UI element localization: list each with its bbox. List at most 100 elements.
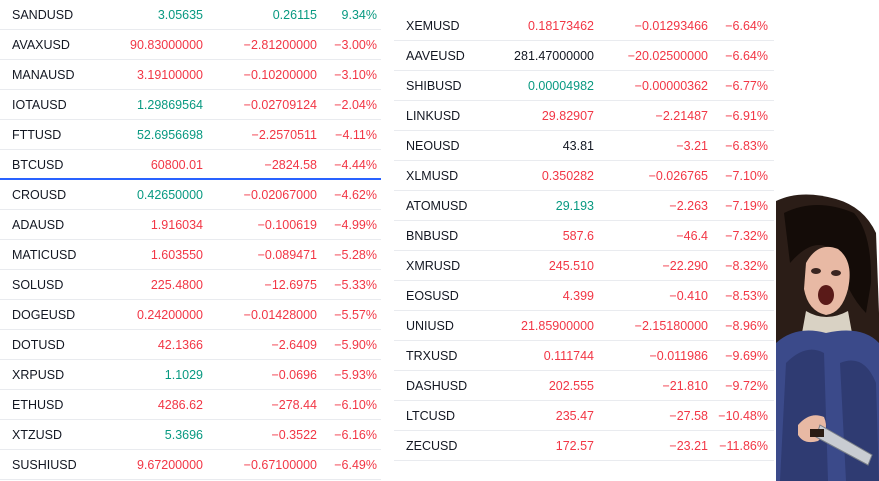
- watchlist-row-uniusd[interactable]: UNIUSD 21.85900000 −2.15180000 −8.96%: [394, 311, 774, 341]
- percent-change: −4.44%: [334, 158, 377, 172]
- symbol-label: IOTAUSD: [12, 98, 67, 112]
- percent-change: −3.00%: [334, 38, 377, 52]
- symbol-label: XMRUSD: [406, 259, 461, 273]
- watchlist-row-adausd[interactable]: ADAUSD 1.916034 −0.100619 −4.99%: [0, 210, 381, 240]
- percent-change: −7.19%: [725, 199, 768, 213]
- symbol-label: SHIBUSD: [406, 79, 462, 93]
- symbol-label: FTTUSD: [12, 128, 62, 142]
- price-change: −0.01428000: [243, 308, 317, 322]
- watchlist-row-iotausd[interactable]: IOTAUSD 1.29869564 −0.02709124 −2.04%: [0, 90, 381, 120]
- price-change: −23.21: [669, 439, 708, 453]
- meme-photo-icon: [776, 193, 879, 481]
- price-change: −0.3522: [271, 428, 317, 442]
- percent-change: −6.64%: [725, 19, 768, 33]
- watchlist-row-shibusd[interactable]: SHIBUSD 0.00004982 −0.00000362 −6.77%: [394, 71, 774, 101]
- watchlist-row-manausd[interactable]: MANAUSD 3.19100000 −0.10200000 −3.10%: [0, 60, 381, 90]
- last-price: 5.3696: [164, 428, 203, 442]
- last-price: 3.19100000: [136, 68, 203, 82]
- last-price: 43.81: [562, 139, 594, 153]
- price-change: −2.21487: [655, 109, 708, 123]
- price-change: −2.81200000: [243, 38, 317, 52]
- watchlist-row-dogeusd[interactable]: DOGEUSD 0.24200000 −0.01428000 −5.57%: [0, 300, 381, 330]
- symbol-label: TRXUSD: [406, 349, 458, 363]
- watchlist-row-xtzusd[interactable]: XTZUSD 5.3696 −0.3522 −6.16%: [0, 420, 381, 450]
- percent-change: −6.83%: [725, 139, 768, 153]
- last-price: 21.85900000: [521, 319, 594, 333]
- percent-change: −8.32%: [725, 259, 768, 273]
- price-change: −0.410: [669, 289, 708, 303]
- price-change: −0.01293466: [634, 19, 708, 33]
- symbol-label: EOSUSD: [406, 289, 459, 303]
- symbol-label: BNBUSD: [406, 229, 459, 243]
- watchlist-row-fttusd[interactable]: FTTUSD 52.6956698 −2.2570511 −4.11%: [0, 120, 381, 150]
- watchlist-row-aaveusd[interactable]: AAVEUSD 281.47000000 −20.02500000 −6.64%: [394, 41, 774, 71]
- watchlist-row-atomusd[interactable]: ATOMUSD 29.193 −2.263 −7.19%: [394, 191, 774, 221]
- last-price: 587.6: [562, 229, 594, 243]
- watchlist-left: SANDUSD 3.05635 0.26115 9.34% AVAXUSD 90.8300…: [0, 0, 381, 480]
- last-price: 202.555: [548, 379, 594, 393]
- percent-change: −4.62%: [334, 188, 377, 202]
- percent-change: −6.77%: [725, 79, 768, 93]
- watchlist-row-xlmusd[interactable]: XLMUSD 0.350282 −0.026765 −7.10%: [394, 161, 774, 191]
- last-price: 235.47: [555, 409, 594, 423]
- watchlist-row-avaxusd[interactable]: AVAXUSD 90.83000000 −2.81200000 −3.00%: [0, 30, 381, 60]
- watchlist-row-trxusd[interactable]: TRXUSD 0.111744 −0.011986 −9.69%: [394, 341, 774, 371]
- percent-change: −5.33%: [334, 278, 377, 292]
- symbol-label: MATICUSD: [12, 248, 77, 262]
- watchlist-row-ltcusd[interactable]: LTCUSD 235.47 −27.58 −10.48%: [394, 401, 774, 431]
- symbol-label: BTCUSD: [12, 158, 64, 172]
- percent-change: −11.86%: [719, 439, 768, 453]
- symbol-label: DASHUSD: [406, 379, 468, 393]
- price-change: −21.810: [662, 379, 708, 393]
- symbol-label: XTZUSD: [12, 428, 62, 442]
- watchlist-row-sandusd[interactable]: SANDUSD 3.05635 0.26115 9.34%: [0, 0, 381, 30]
- watchlist-row-neousd[interactable]: NEOUSD 43.81 −3.21 −6.83%: [394, 131, 774, 161]
- last-price: 29.193: [555, 199, 594, 213]
- percent-change: −6.10%: [334, 398, 377, 412]
- watchlist-row-xemusd[interactable]: XEMUSD 0.18173462 −0.01293466 −6.64%: [394, 11, 774, 41]
- watchlist-row-xmrusd[interactable]: XMRUSD 245.510 −22.290 −8.32%: [394, 251, 774, 281]
- last-price: 245.510: [548, 259, 594, 273]
- percent-change: −6.16%: [334, 428, 377, 442]
- last-price: 3.05635: [157, 8, 203, 22]
- watchlist-row-solusd[interactable]: SOLUSD 225.4800 −12.6975 −5.33%: [0, 270, 381, 300]
- percent-change: −8.96%: [725, 319, 768, 333]
- percent-change: −10.48%: [718, 409, 768, 423]
- price-change: −0.02067000: [243, 188, 317, 202]
- last-price: 0.42650000: [136, 188, 203, 202]
- watchlist-row-zecusd[interactable]: ZECUSD 172.57 −23.21 −11.86%: [394, 431, 774, 461]
- watchlist-row-sushiusd[interactable]: SUSHIUSD 9.67200000 −0.67100000 −6.49%: [0, 450, 381, 480]
- watchlist-row-xrpusd[interactable]: XRPUSD 1.1029 −0.0696 −5.93%: [0, 360, 381, 390]
- price-change: −278.44: [271, 398, 317, 412]
- symbol-label: XRPUSD: [12, 368, 65, 382]
- symbol-label: XEMUSD: [406, 19, 460, 33]
- watchlist-right: XEMUSD 0.18173462 −0.01293466 −6.64% AAVEUSD…: [394, 11, 774, 461]
- last-price: 0.18173462: [527, 19, 594, 33]
- price-change: −2824.58: [264, 158, 317, 172]
- price-change: −0.011986: [649, 349, 708, 363]
- watchlist-row-linkusd[interactable]: LINKUSD 29.82907 −2.21487 −6.91%: [394, 101, 774, 131]
- watchlist-row-crousd[interactable]: CROUSD 0.42650000 −0.02067000 −4.62%: [0, 180, 381, 210]
- watchlist-row-dashusd[interactable]: DASHUSD 202.555 −21.810 −9.72%: [394, 371, 774, 401]
- watchlist-row-maticusd[interactable]: MATICUSD 1.603550 −0.089471 −5.28%: [0, 240, 381, 270]
- percent-change: −6.64%: [725, 49, 768, 63]
- symbol-label: AAVEUSD: [406, 49, 465, 63]
- watchlist-row-ethusd[interactable]: ETHUSD 4286.62 −278.44 −6.10%: [0, 390, 381, 420]
- watchlist-row-btcusd[interactable]: BTCUSD 60800.01 −2824.58 −4.44%: [0, 150, 381, 180]
- watchlist-row-eosusd[interactable]: EOSUSD 4.399 −0.410 −8.53%: [394, 281, 774, 311]
- percent-change: −9.72%: [725, 379, 768, 393]
- symbol-label: SOLUSD: [12, 278, 64, 292]
- last-price: 1.916034: [150, 218, 203, 232]
- symbol-label: LTCUSD: [406, 409, 456, 423]
- symbol-label: AVAXUSD: [12, 38, 70, 52]
- watchlist-row-bnbusd[interactable]: BNBUSD 587.6 −46.4 −7.32%: [394, 221, 774, 251]
- last-price: 0.111744: [543, 349, 594, 363]
- last-price: 42.1366: [157, 338, 203, 352]
- price-change: −3.21: [676, 139, 708, 153]
- symbol-label: UNIUSD: [406, 319, 454, 333]
- price-change: −27.58: [669, 409, 708, 423]
- price-change: −20.02500000: [627, 49, 708, 63]
- percent-change: −5.28%: [334, 248, 377, 262]
- percent-change: −2.04%: [334, 98, 377, 112]
- watchlist-row-dotusd[interactable]: DOTUSD 42.1366 −2.6409 −5.90%: [0, 330, 381, 360]
